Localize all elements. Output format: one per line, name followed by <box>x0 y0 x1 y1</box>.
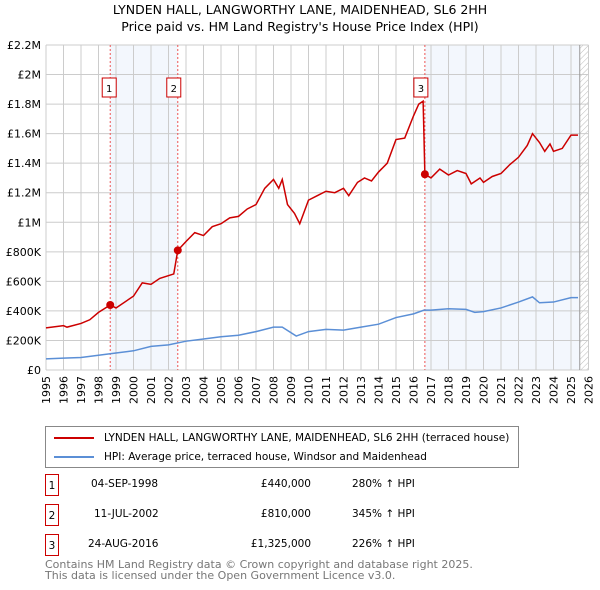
sale-marker-badge: 3 <box>45 534 59 556</box>
sale-marker-badge: 2 <box>45 504 59 526</box>
sale-row: 2 11-JUL-2002 £810,000 345% ↑ HPI <box>45 504 445 526</box>
sale-row: 3 24-AUG-2016 £1,325,000 226% ↑ HPI <box>45 534 445 556</box>
y-tick-label: £400K <box>6 305 42 318</box>
sale-point <box>106 301 115 309</box>
y-tick-label: £1.4M <box>7 157 41 170</box>
footer: Contains HM Land Registry data © Crown c… <box>45 559 473 581</box>
sale-date: 24-AUG-2016 <box>88 538 159 550</box>
sale-point <box>420 170 429 179</box>
x-tick-label: 2011 <box>320 376 333 404</box>
y-tick-label: £1.2M <box>7 187 41 200</box>
legend-item-property: LYNDEN HALL, LANGWORTHY LANE, MAIDENHEAD… <box>54 430 509 446</box>
sale-price: £440,000 <box>260 478 311 490</box>
chart-title: LYNDEN HALL, LANGWORTHY LANE, MAIDENHEAD… <box>112 2 488 17</box>
x-tick-label: 1996 <box>58 376 71 404</box>
sale-price: £810,000 <box>260 508 311 520</box>
x-tick-label: 2019 <box>460 376 473 404</box>
sale-label: 3 <box>418 84 424 95</box>
blue-line-swatch <box>54 456 94 458</box>
sale-label-box <box>166 77 182 98</box>
y-tick-label: £1M <box>18 216 42 229</box>
x-tick-label: 2017 <box>425 376 438 404</box>
red-line-swatch <box>54 437 94 439</box>
x-tick-label: 2005 <box>215 376 228 404</box>
x-tick-label: 2024 <box>548 376 561 404</box>
y-tick-label: £2.2M <box>7 39 41 52</box>
x-tick-label: 2003 <box>180 376 193 404</box>
x-tick-label: 1998 <box>93 376 106 404</box>
x-tick-label: 1995 <box>40 376 53 404</box>
x-tick-label: 1997 <box>75 376 88 404</box>
y-tick-label: £600K <box>6 275 42 288</box>
x-tick-label: 2008 <box>268 376 281 404</box>
x-tick-label: 2025 <box>565 376 578 404</box>
x-tick-label: 2020 <box>478 376 491 404</box>
x-tick-label: 2026 <box>583 376 596 404</box>
sale-label: 2 <box>171 84 177 95</box>
y-tick-label: £800K <box>6 246 42 259</box>
x-tick-label: 2023 <box>530 376 543 404</box>
legend: LYNDEN HALL, LANGWORTHY LANE, MAIDENHEAD… <box>45 426 519 468</box>
forecast-hatch <box>579 45 589 370</box>
chart-subtitle: Price paid vs. HM Land Registry's House … <box>121 19 479 34</box>
x-tick-label: 2021 <box>495 376 508 404</box>
sale-marker-badge: 1 <box>45 474 59 496</box>
x-tick-label: 2009 <box>285 376 298 404</box>
y-tick-label: £200K <box>6 334 42 347</box>
sale-label-box <box>101 77 117 98</box>
series-line <box>45 296 578 360</box>
footer-line: Contains HM Land Registry data © Crown c… <box>45 558 473 571</box>
sale-hpi: 345% ↑ HPI <box>352 508 415 520</box>
sale-date: 04-SEP-1998 <box>91 478 159 490</box>
sale-point <box>173 246 182 255</box>
legend-item-hpi: HPI: Average price, terraced house, Wind… <box>54 449 427 465</box>
sale-label: 1 <box>106 84 112 95</box>
x-tick-label: 2002 <box>163 376 176 404</box>
sale-hpi: 280% ↑ HPI <box>352 478 415 490</box>
price-chart: 1995 1996 1997 1998 1999 2000 2001 2002 2003 2004… <box>6 39 596 404</box>
x-tick-label: 2010 <box>303 376 316 404</box>
legend-label: HPI: Average price, terraced house, Wind… <box>104 451 427 463</box>
series-line <box>45 99 578 329</box>
x-tick-label: 2001 <box>145 376 158 404</box>
x-tick-label: 2007 <box>250 376 263 404</box>
x-tick-label: 2004 <box>198 376 211 404</box>
legend-label: LYNDEN HALL, LANGWORTHY LANE, MAIDENHEAD… <box>104 432 510 444</box>
x-tick-label: 2018 <box>443 376 456 404</box>
y-tick-label: £1.6M <box>7 128 41 141</box>
sale-price: £1,325,000 <box>250 538 311 550</box>
y-tick-label: £0 <box>27 364 41 377</box>
x-tick-label: 2016 <box>408 376 421 404</box>
x-tick-label: 2012 <box>338 376 351 404</box>
x-tick-label: 2000 <box>128 376 141 404</box>
shaded-period <box>110 45 178 370</box>
sale-label-box <box>413 77 429 98</box>
sale-row: 1 04-SEP-1998 £440,000 280% ↑ HPI <box>45 474 445 496</box>
x-tick-label: 2013 <box>355 376 368 404</box>
y-tick-label: £2M <box>18 69 42 82</box>
x-tick-label: 2006 <box>233 376 246 404</box>
x-tick-label: 1999 <box>110 376 123 404</box>
sale-hpi: 226% ↑ HPI <box>352 538 415 550</box>
x-tick-label: 2015 <box>390 376 403 404</box>
y-tick-label: £1.8M <box>7 98 41 111</box>
x-tick-label: 2014 <box>373 376 386 404</box>
footer-line: This data is licensed under the Open Gov… <box>45 569 396 582</box>
sale-date: 11-JUL-2002 <box>94 508 159 520</box>
x-tick-label: 2022 <box>513 376 526 404</box>
